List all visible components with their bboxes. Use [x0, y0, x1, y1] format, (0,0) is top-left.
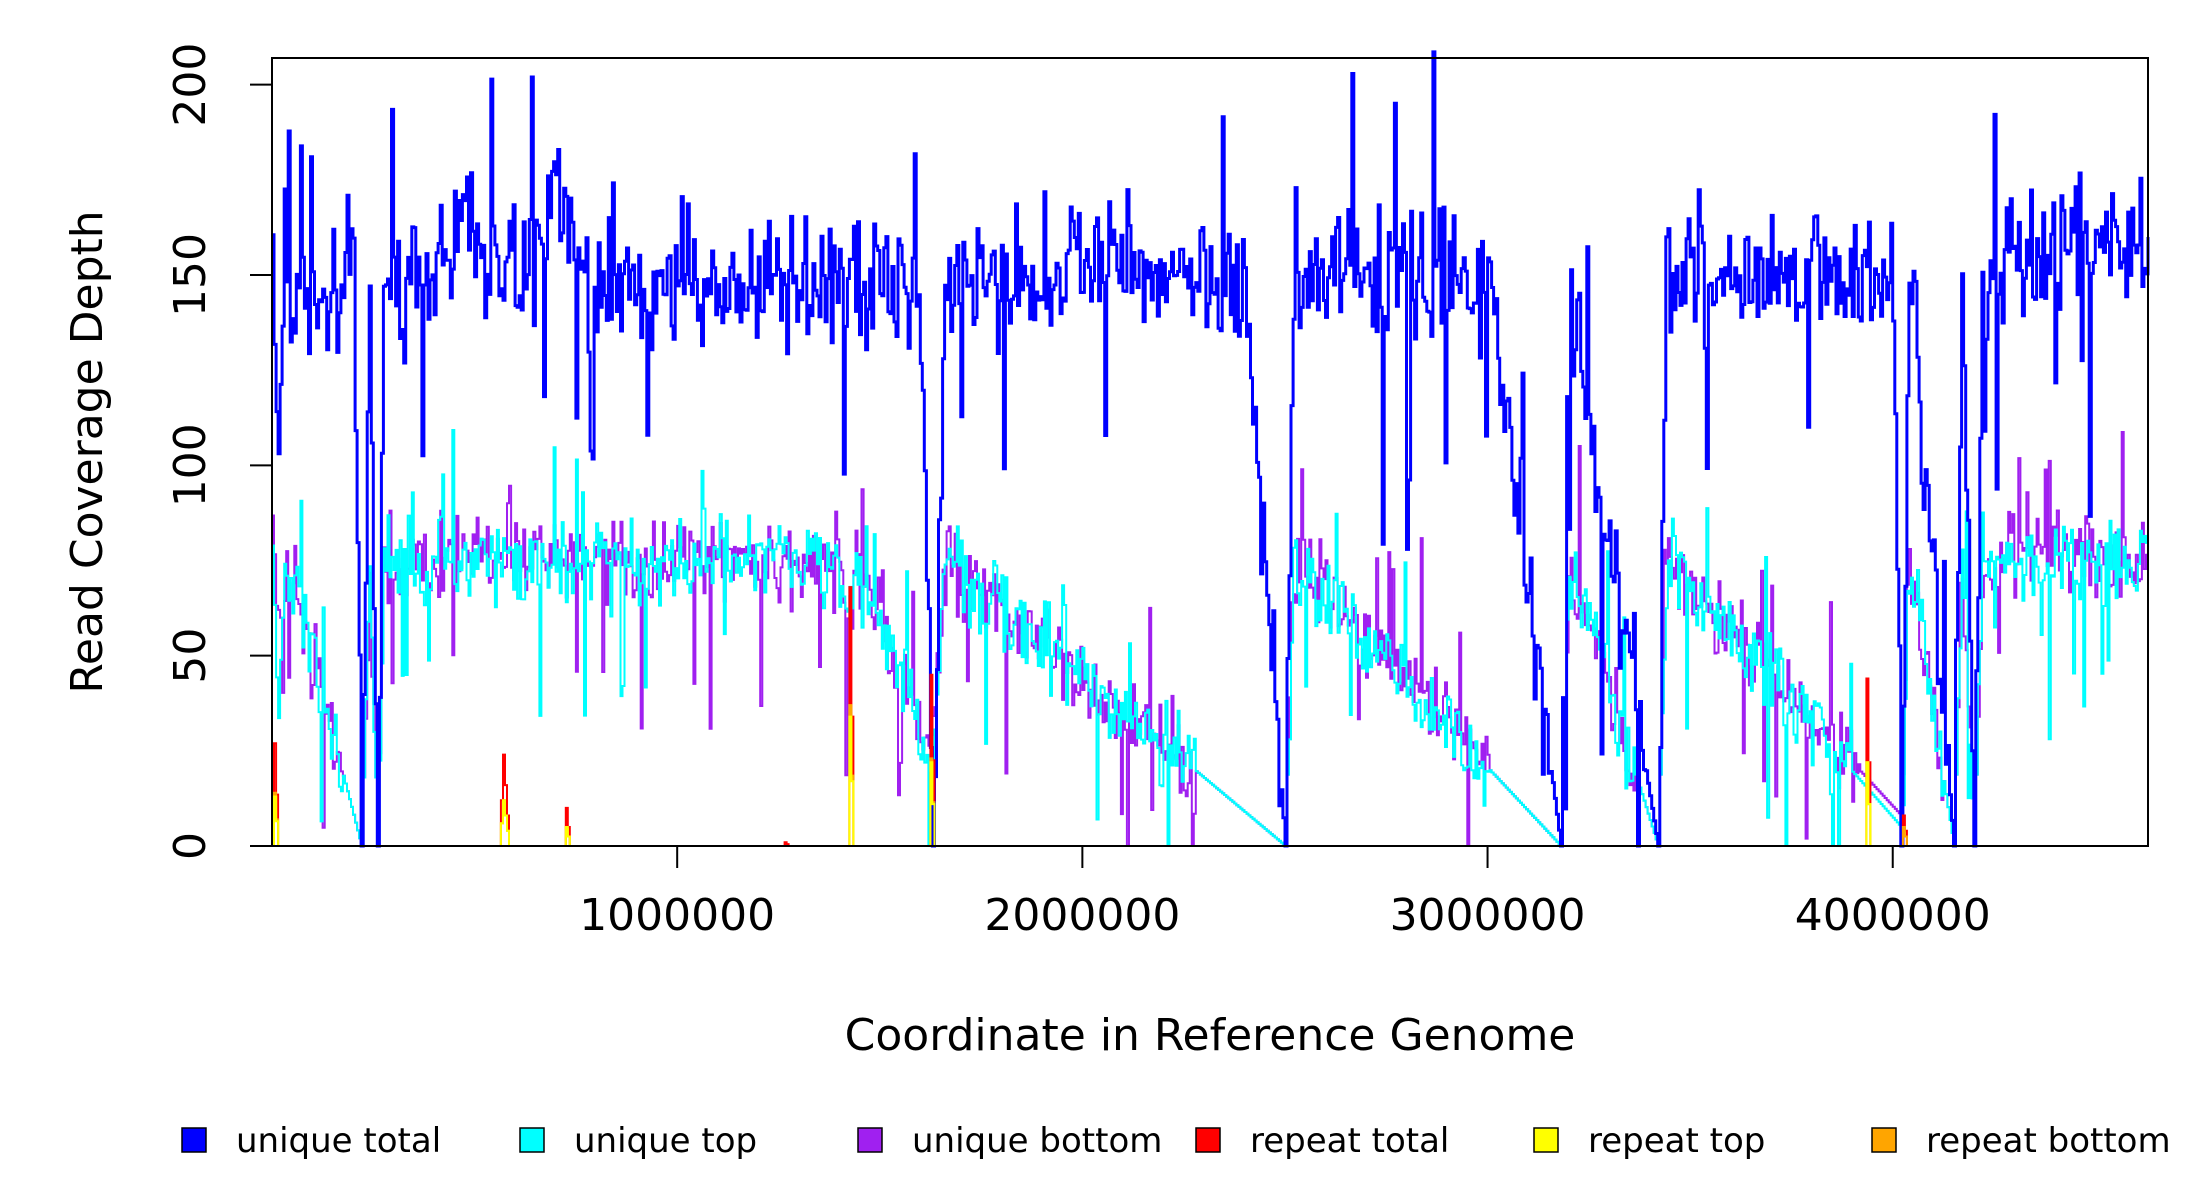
legend-item-repeat-top: repeat top	[1533, 1121, 1765, 1161]
legend-swatch	[857, 1127, 883, 1153]
legend-swatch	[181, 1127, 207, 1153]
legend-label: unique total	[236, 1121, 441, 1161]
x-tick-label: 3000000	[1390, 890, 1586, 941]
y-tick-label: 150	[165, 233, 216, 317]
legend-swatch	[519, 1127, 545, 1153]
x-axis: 1000000 2000000 3000000 4000000	[579, 846, 1991, 941]
legend-label: unique bottom	[912, 1121, 1162, 1161]
plot-frame	[271, 57, 2149, 847]
legend-swatch	[1871, 1127, 1897, 1153]
x-tick-label: 4000000	[1795, 890, 1991, 941]
legend-label: repeat total	[1250, 1121, 1449, 1161]
x-tick-label: 1000000	[579, 890, 775, 941]
y-axis-title: Read Coverage Depth	[62, 210, 113, 693]
y-tick-label: 0	[165, 832, 216, 860]
legend-label: repeat top	[1588, 1121, 1765, 1161]
series-line-unique-total	[272, 50, 2150, 848]
legend-item-unique-top: unique top	[519, 1121, 757, 1161]
legend-item-unique-bottom: unique bottom	[857, 1121, 1162, 1161]
legend-swatch	[1195, 1127, 1221, 1153]
legend-item-repeat-total: repeat total	[1195, 1121, 1449, 1161]
legend-swatch	[1533, 1127, 1559, 1153]
legend-label: repeat bottom	[1926, 1121, 2171, 1161]
y-tick-label: 100	[165, 423, 216, 507]
x-axis-title: Coordinate in Reference Genome	[845, 1010, 1576, 1061]
y-axis: 0 50 100 150 200	[165, 43, 272, 860]
x-tick-label: 2000000	[984, 890, 1180, 941]
series-layer	[272, 50, 2150, 848]
y-tick-label: 200	[165, 43, 216, 127]
legend-label: unique top	[574, 1121, 757, 1161]
legend-item-repeat-bottom: repeat bottom	[1871, 1121, 2171, 1161]
y-tick-label: 50	[165, 628, 216, 684]
legend: unique total unique top unique bottom repea…	[181, 1121, 2171, 1161]
series-line-unique-top	[272, 429, 2149, 847]
legend-item-unique-total: unique total	[181, 1121, 441, 1161]
